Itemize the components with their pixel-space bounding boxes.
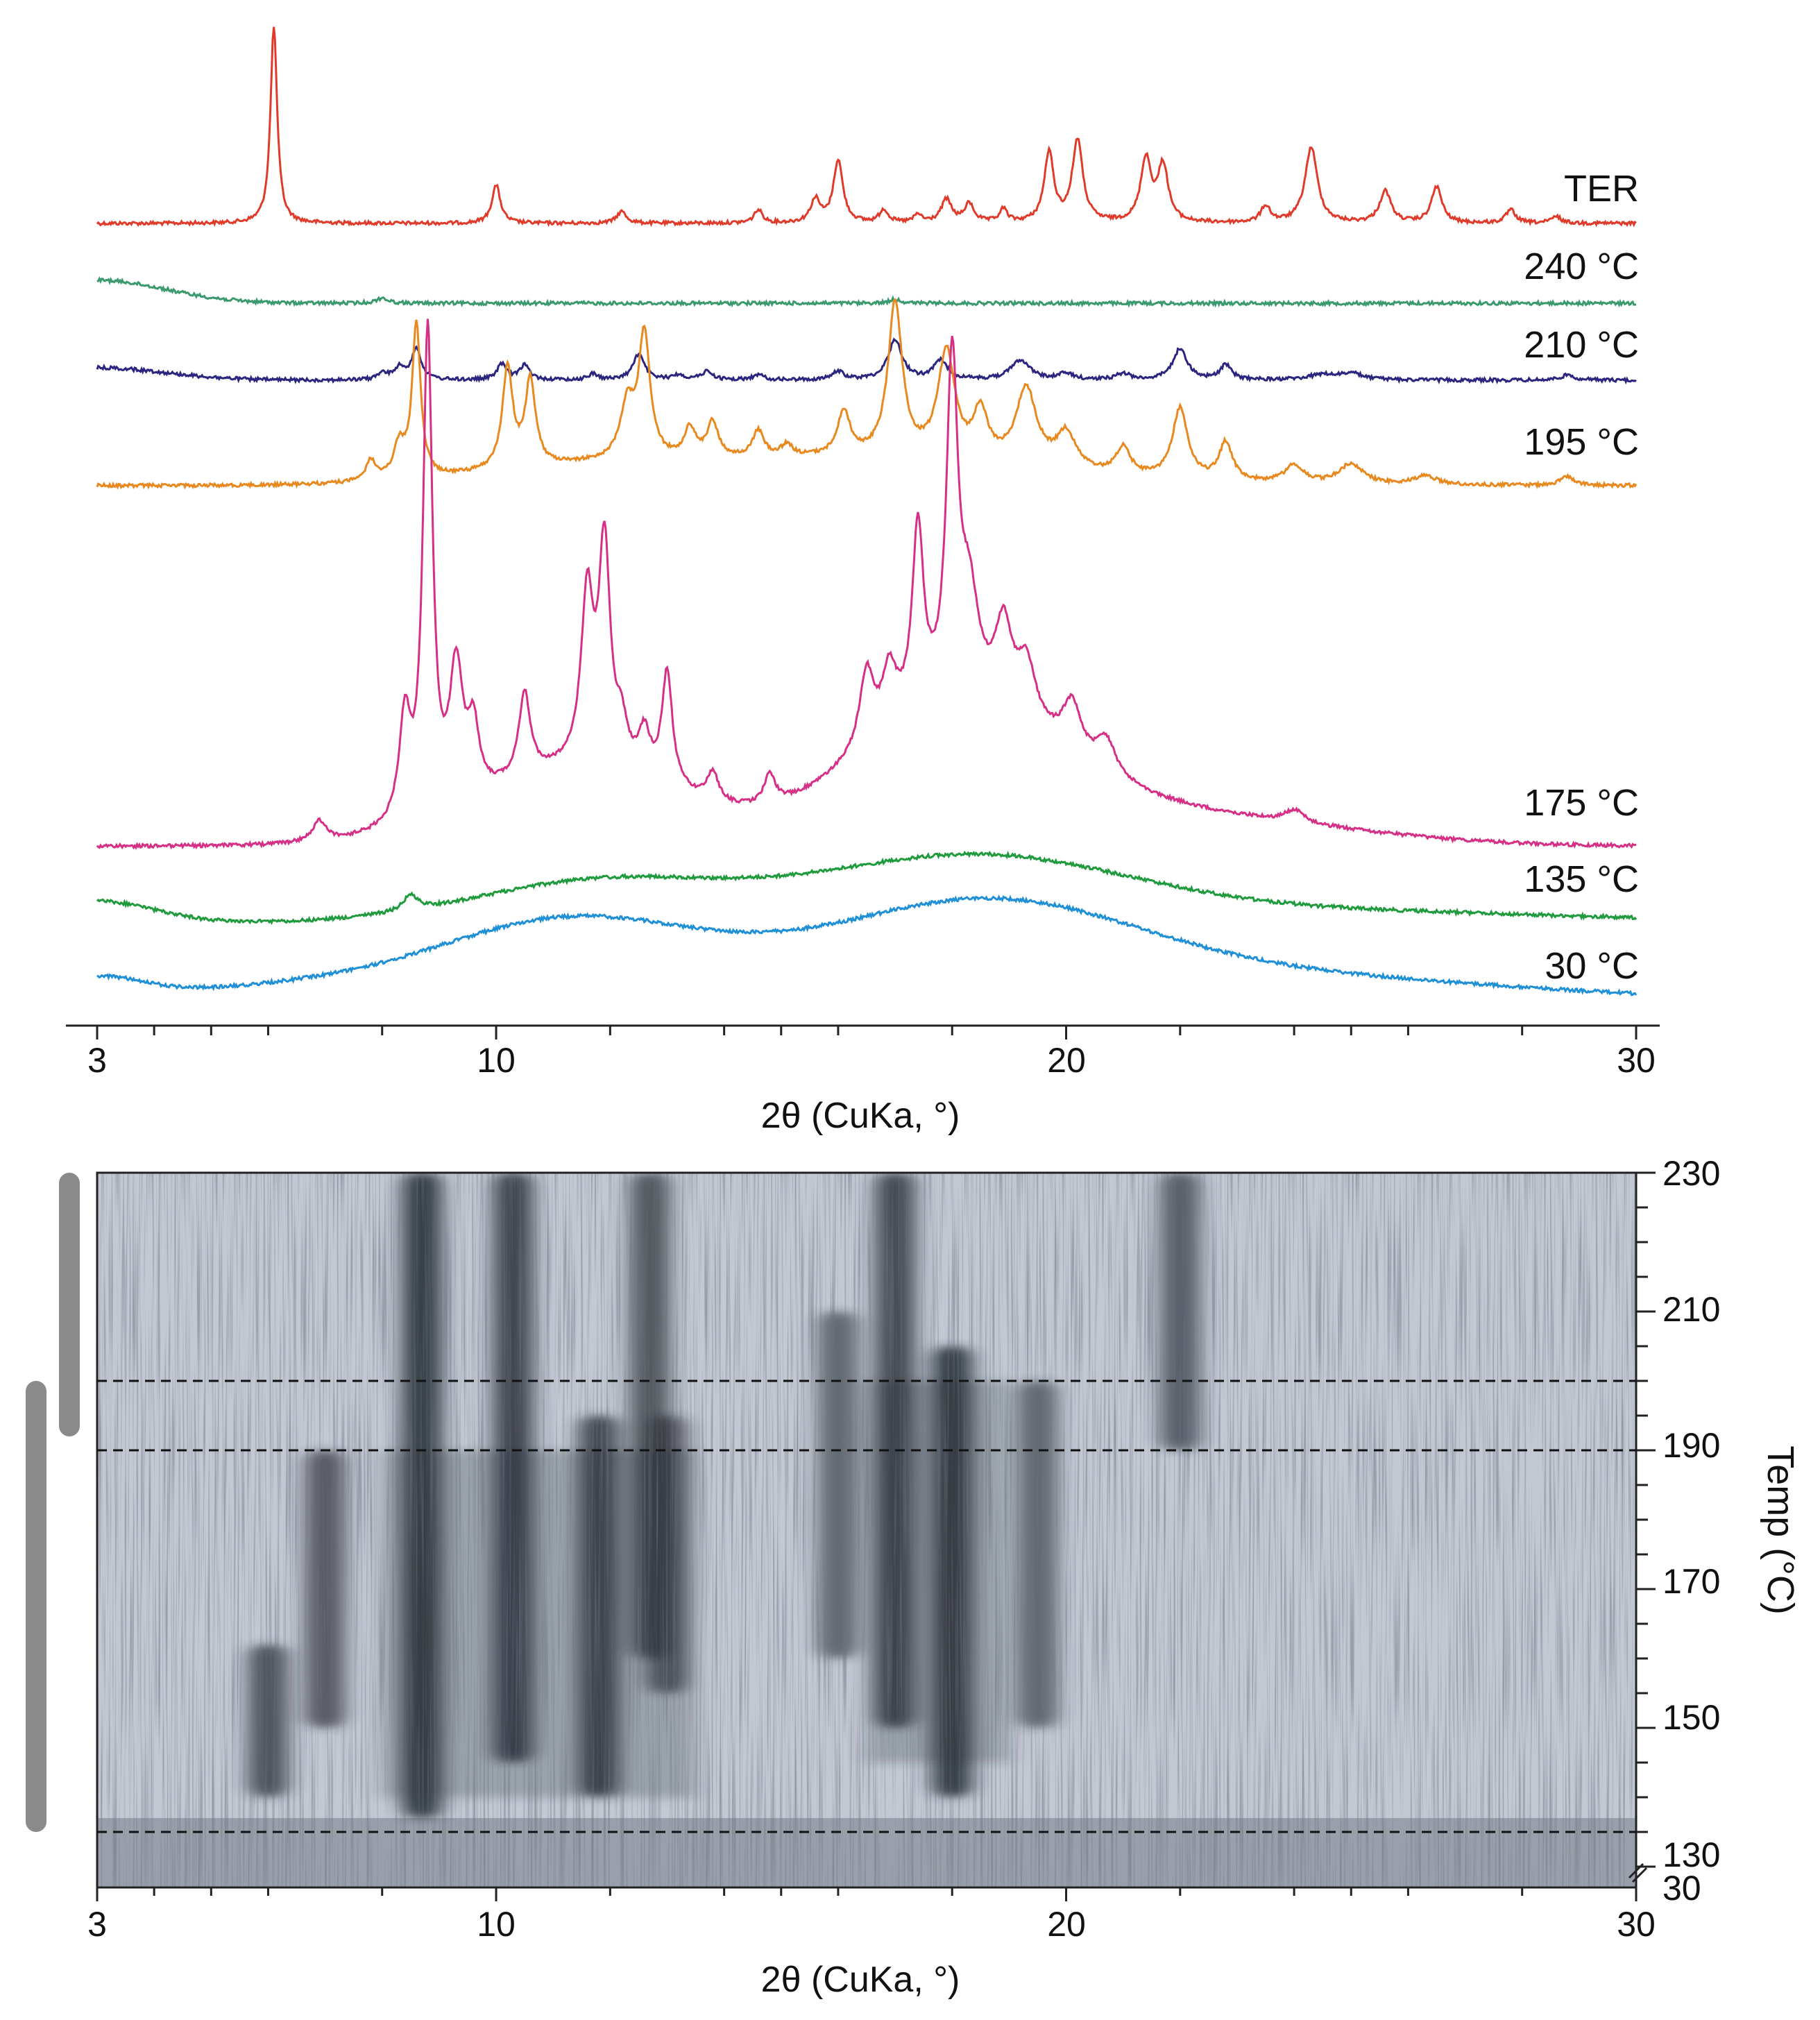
top-x-tick-10: 10 [477,1041,516,1080]
y-axis-break-mark [1628,1862,1648,1883]
trace-195c [96,298,1638,490]
series-label-4: 175 °C [1524,782,1639,824]
heatmap-x-tick-30: 30 [1617,1905,1656,1944]
heatmap-y-tick-230: 230 [1662,1154,1720,1193]
series-label-1: 240 °C [1524,246,1639,287]
heatmap-image [97,1173,1636,1887]
heatmap-x-tick-3: 3 [87,1905,107,1944]
heatmap-y-axis-ticks [1636,1171,1656,1868]
trace-240c [96,276,1637,308]
heatmap-y-tick-190: 190 [1662,1426,1720,1465]
heatmap-y-tick-210: 210 [1662,1290,1720,1329]
heatmap-frame [96,1171,1638,1889]
top-x-tick-20: 20 [1047,1041,1086,1080]
heatmap-x-tick-10: 10 [477,1905,516,1944]
heatmap-y-axis-title: Temp (°C) [1760,1445,1801,1615]
trace-ter [96,26,1637,228]
temperature-heatmap-panel: 3 10 20 30 2θ (CuKa, °) 230 210 190 170 … [26,1154,1801,2000]
top-x-axis-title: 2θ (CuKa, °) [761,1096,960,1136]
heatmap-y-tick-170: 170 [1662,1562,1720,1601]
heatmap-x-tick-20: 20 [1047,1905,1086,1944]
series-label-0: TER [1564,168,1639,210]
trace-30c [96,894,1638,996]
heatmap-y-tick-130: 130 [1662,1835,1720,1874]
trace-210c [96,337,1637,385]
heatmap-dashed-lines [97,1380,1636,1833]
top-x-axis-ticks [96,1026,1638,1039]
trace-135c [96,850,1638,926]
trace-175c [96,319,1637,850]
series-label-6: 30 °C [1545,945,1639,987]
heatmap-noise-streaks [97,1173,1636,1887]
xrd-patterns-panel: TER 240 °C 210 °C 195 °C 175 °C 135 °C 30 °C 3… [66,26,1660,1136]
series-label-2: 210 °C [1524,324,1639,366]
diffraction-traces [96,26,1638,996]
series-labels: TER 240 °C 210 °C 195 °C 175 °C 135 °C 30 °C [1524,168,1639,987]
phase-bar-0 [59,1173,80,1436]
heatmap-y-tick-150: 150 [1662,1698,1720,1737]
heatmap-y-tick-30-break: 30 [1662,1869,1701,1908]
heatmap-x-axis-title: 2θ (CuKa, °) [761,1960,960,2000]
phase-range-bars [26,1173,80,1832]
phase-bar-1 [26,1381,46,1832]
heatmap-x-axis-ticks [96,1887,1638,1901]
top-x-tick-3: 3 [87,1041,107,1080]
series-label-5: 135 °C [1524,858,1639,900]
top-x-tick-30: 30 [1617,1041,1656,1080]
series-label-3: 195 °C [1524,421,1639,463]
